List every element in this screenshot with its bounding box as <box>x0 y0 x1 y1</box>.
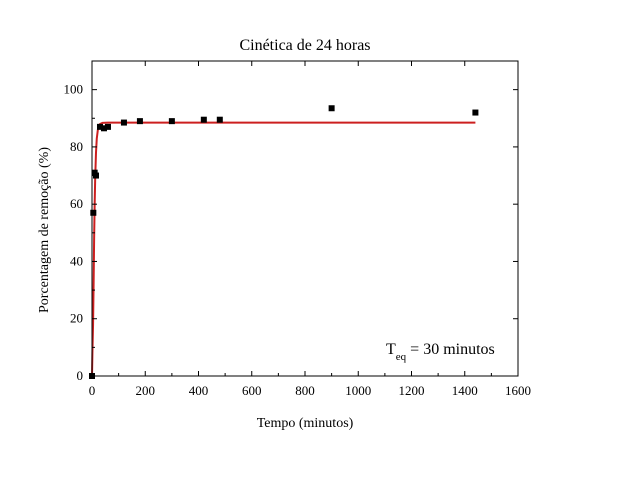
x-tick-label: 1600 <box>505 383 531 398</box>
data-point <box>472 109 479 116</box>
y-tick-label: 80 <box>70 139 83 154</box>
data-point <box>120 119 127 126</box>
data-point <box>168 118 175 125</box>
x-tick-label: 1200 <box>399 383 425 398</box>
y-axis-title: Porcentagem de remoção (%) <box>37 147 52 313</box>
x-tick-label: 200 <box>136 383 156 398</box>
y-tick-label: 0 <box>77 368 84 383</box>
data-point <box>216 116 223 123</box>
plot-frame <box>91 60 519 377</box>
data-point <box>328 105 335 112</box>
equilibrium-annotation: Teq = 30 minutos <box>386 341 495 363</box>
x-tick-label: 800 <box>295 383 315 398</box>
data-point <box>92 172 99 179</box>
y-tick-label: 60 <box>70 196 83 211</box>
data-point <box>96 123 103 130</box>
annotation-rest: = 30 minutos <box>406 341 495 358</box>
y-tick-label: 20 <box>70 311 83 326</box>
data-point <box>200 116 207 123</box>
data-point <box>136 118 143 125</box>
x-axis-title: Tempo (minutos) <box>257 416 354 431</box>
chart-title: Cinética de 24 horas <box>239 37 370 54</box>
fit-line <box>91 121 476 377</box>
data-point <box>90 209 97 216</box>
x-tick-label: 1000 <box>345 383 371 398</box>
annotation-main: T <box>386 341 396 358</box>
data-point <box>104 123 111 130</box>
data-point <box>100 125 107 132</box>
axes: 0 200 400 600 800 1000 1200 1400 1600 0 20 40 60 80 10… <box>64 60 531 398</box>
x-tick-label: 600 <box>242 383 262 398</box>
annotation-subscript: eq <box>396 351 407 363</box>
y-tick-label: 40 <box>70 253 83 268</box>
x-tick-label: 400 <box>189 383 209 398</box>
plot-area <box>89 105 479 379</box>
x-tick-label: 0 <box>89 383 96 398</box>
y-tick-label: 100 <box>64 82 84 97</box>
x-tick-label: 1400 <box>452 383 478 398</box>
